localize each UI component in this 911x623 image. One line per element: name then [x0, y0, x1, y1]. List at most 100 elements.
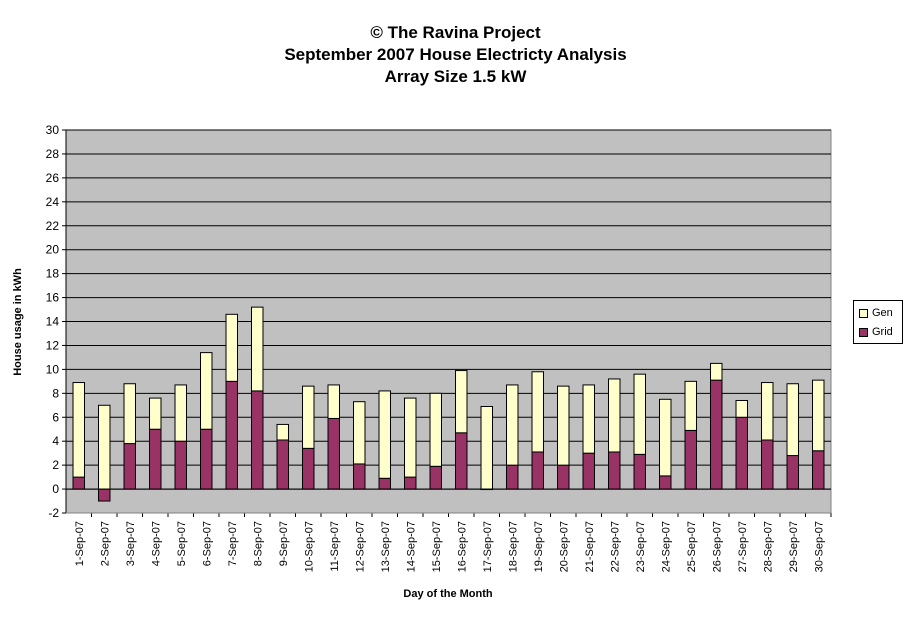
- bar-gen: [659, 398, 672, 477]
- x-tick-label: 20-Sep-07: [558, 521, 570, 572]
- bar-gen: [455, 370, 468, 434]
- chart-title-block: © The Ravina Project September 2007 Hous…: [0, 22, 911, 88]
- bar-gen: [429, 392, 442, 467]
- x-tick-label: 21-Sep-07: [584, 521, 596, 572]
- x-tick-label: 10-Sep-07: [303, 521, 315, 572]
- bar-grid: [353, 463, 366, 490]
- legend: Gen Grid: [853, 300, 903, 344]
- x-tick-label: 25-Sep-07: [686, 521, 698, 572]
- x-tick-label: 15-Sep-07: [431, 521, 443, 572]
- bar-grid: [812, 450, 825, 490]
- bar-gen: [251, 306, 264, 392]
- y-tick-label: 12: [46, 338, 60, 352]
- legend-item-grid: Grid: [859, 325, 893, 339]
- chart-subtitle: September 2007 House Electricty Analysis: [284, 45, 627, 64]
- bar-gen: [506, 384, 519, 466]
- y-tick-label: 0: [52, 482, 59, 496]
- y-tick-label: 2: [52, 458, 59, 472]
- legend-swatch-grid: [859, 327, 868, 337]
- x-tick-label: 1-Sep-07: [74, 521, 86, 566]
- bar-grid: [582, 452, 595, 490]
- x-tick-label: 17-Sep-07: [482, 521, 494, 572]
- bar-grid: [174, 440, 187, 490]
- x-tick-label: 19-Sep-07: [533, 521, 545, 572]
- bar-gen: [276, 423, 289, 441]
- y-tick-label: 20: [46, 243, 60, 257]
- x-tick-label: 4-Sep-07: [150, 521, 162, 566]
- x-tick-label: 12-Sep-07: [354, 521, 366, 572]
- bar-gen: [582, 384, 595, 454]
- bar-grid: [98, 488, 111, 502]
- bar-grid: [506, 464, 519, 490]
- x-tick-label: 26-Sep-07: [711, 521, 723, 572]
- bar-grid: [735, 416, 748, 490]
- x-tick-label: 27-Sep-07: [737, 521, 749, 572]
- bar-grid: [302, 447, 315, 490]
- x-tick-label: 22-Sep-07: [609, 521, 621, 572]
- bar-gen: [557, 385, 570, 466]
- bar-gen: [353, 401, 366, 465]
- x-tick-label: 7-Sep-07: [227, 521, 239, 566]
- x-tick-label: 16-Sep-07: [456, 521, 468, 572]
- bar-grid: [761, 439, 774, 490]
- bar-gen: [761, 382, 774, 441]
- x-tick-label: 30-Sep-07: [813, 521, 825, 572]
- x-tick-label: 6-Sep-07: [201, 521, 213, 566]
- bar-gen: [480, 405, 493, 490]
- bar-gen: [378, 390, 391, 479]
- y-tick-label: 28: [46, 147, 60, 161]
- bar-grid: [608, 451, 621, 490]
- x-tick-label: 13-Sep-07: [380, 521, 392, 572]
- y-tick-label: -2: [48, 506, 59, 520]
- bar-gen: [812, 379, 825, 452]
- x-tick-label: 18-Sep-07: [507, 521, 519, 572]
- bar-gen: [72, 382, 85, 478]
- bar-grid: [378, 477, 391, 490]
- bar-gen: [735, 399, 748, 418]
- x-tick-label: 11-Sep-07: [329, 521, 341, 572]
- bar-gen: [123, 383, 136, 445]
- y-tick-label: 6: [52, 410, 59, 424]
- x-tick-label: 14-Sep-07: [405, 521, 417, 572]
- bar-gen: [684, 380, 697, 431]
- y-tick-label: 8: [52, 386, 59, 400]
- x-tick-label: 8-Sep-07: [252, 521, 264, 566]
- bar-gen: [710, 362, 723, 381]
- y-tick-label: 16: [46, 291, 60, 305]
- legend-label-grid: Grid: [872, 326, 893, 338]
- bar-grid: [429, 465, 442, 490]
- y-tick-label: 10: [46, 362, 60, 376]
- bar-grid: [659, 475, 672, 490]
- chart-title: © The Ravina Project: [370, 23, 541, 42]
- bar-grid: [455, 432, 468, 490]
- y-tick-label: 22: [46, 219, 60, 233]
- x-tick-label: 3-Sep-07: [125, 521, 137, 566]
- bar-grid: [557, 464, 570, 490]
- bar-grid: [200, 428, 213, 490]
- bar-grid: [684, 429, 697, 490]
- y-tick-label: 30: [46, 123, 60, 137]
- bar-grid: [149, 428, 162, 490]
- bar-grid: [72, 476, 85, 490]
- x-tick-label: 9-Sep-07: [278, 521, 290, 566]
- bar-grid: [123, 443, 136, 490]
- bar-gen: [174, 384, 187, 442]
- x-tick-label: 24-Sep-07: [660, 521, 672, 572]
- chart-subtitle-array-size: Array Size 1.5 kW: [384, 67, 527, 86]
- y-tick-label: 4: [52, 434, 59, 448]
- x-tick-label: 23-Sep-07: [635, 521, 647, 572]
- bar-gen: [149, 397, 162, 430]
- bar-gen: [633, 373, 646, 455]
- bar-gen: [302, 385, 315, 449]
- bar-grid: [531, 451, 544, 490]
- bars: [72, 306, 825, 502]
- x-tick-label: 2-Sep-07: [99, 521, 111, 566]
- bar-grid: [786, 455, 799, 490]
- bar-gen: [98, 404, 111, 490]
- legend-item-gen: Gen: [859, 306, 893, 320]
- bar-gen: [327, 384, 340, 419]
- y-axis-label: House usage in kWh: [12, 268, 24, 376]
- bar-gen: [200, 352, 213, 430]
